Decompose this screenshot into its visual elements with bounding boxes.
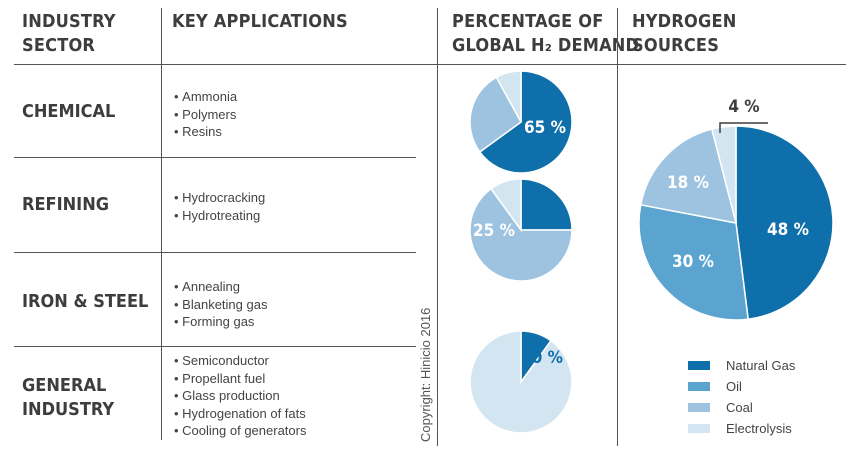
sector-general-industry: GENERAL INDUSTRY: [22, 374, 114, 422]
sources-label-oil: 30 %: [672, 252, 714, 272]
sources-label-natural-gas: 48 %: [767, 220, 809, 240]
sources-label-coal: 18 %: [667, 173, 709, 193]
header-key-applications-line1: KEY APPLICATIONS: [172, 11, 348, 32]
demand-slice-other-2-0: [469, 330, 573, 434]
header-global-demand: PERCENTAGE OF GLOBAL H₂ DEMAND: [452, 10, 639, 58]
row-divider-1: [14, 157, 416, 158]
list-item: Glass production: [174, 387, 306, 405]
header-global-demand-line1: PERCENTAGE OF: [452, 11, 604, 32]
list-item: Hydrogenation of fats: [174, 405, 306, 423]
list-item: Blanketing gas: [174, 296, 267, 314]
legend: Natural Gas Oil Coal Electrolysis: [688, 355, 795, 439]
demand-slice-refining: [520, 178, 573, 231]
legend-item-oil: Oil: [688, 376, 795, 397]
sector-iron-steel-label: IRON & STEEL: [22, 291, 149, 312]
demand-slice-other-1-0: [469, 187, 573, 282]
header-key-applications: KEY APPLICATIONS: [172, 10, 348, 34]
legend-swatch-coal: [688, 403, 710, 412]
sector-general-industry-line2: INDUSTRY: [22, 399, 115, 420]
list-item: Semiconductor: [174, 352, 306, 370]
legend-item-natural-gas: Natural Gas: [688, 355, 795, 376]
list-item: Annealing: [174, 278, 267, 296]
demand-slice-other-1-1: [489, 178, 522, 233]
list-item: Resins: [174, 123, 237, 141]
sources-slice-coal: [639, 128, 738, 224]
list-item: Forming gas: [174, 313, 267, 331]
sources-slice-natural-gas: [735, 125, 834, 321]
legend-label-oil: Oil: [726, 379, 742, 394]
column-divider-demand: [617, 8, 618, 446]
legend-label-natural-gas: Natural Gas: [726, 358, 796, 373]
legend-item-electrolysis: Electrolysis: [688, 418, 795, 439]
legend-swatch-natural-gas: [688, 361, 710, 370]
sector-general-industry-line1: GENERAL: [22, 375, 107, 396]
demand-slice-other-0-0: [469, 76, 522, 154]
demand-label-general-industry: 10 %: [521, 348, 563, 368]
column-divider-applications: [437, 8, 438, 446]
header-hydrogen-sources-line2: SOURCES: [632, 35, 720, 56]
applications-iron-steel: Annealing Blanketing gas Forming gas: [174, 278, 267, 331]
header-global-demand-line2: GLOBAL H₂ DEMAND: [452, 35, 640, 56]
sector-chemical-label: CHEMICAL: [22, 101, 116, 122]
list-item: Propellant fuel: [174, 370, 306, 388]
demand-slice-chemical: [478, 70, 573, 174]
legend-swatch-electrolysis: [688, 424, 710, 433]
legend-label-electrolysis: Electrolysis: [726, 421, 792, 436]
applications-general-industry: Semiconductor Propellant fuel Glass prod…: [174, 352, 306, 440]
list-item: Hydrocracking: [174, 189, 265, 207]
sources-slice-electrolysis: [710, 125, 737, 224]
list-item: Cooling of generators: [174, 422, 306, 440]
header-hydrogen-sources: HYDROGEN SOURCES: [632, 10, 736, 58]
applications-chemical: Ammonia Polymers Resins: [174, 88, 237, 141]
list-item: Polymers: [174, 106, 237, 124]
demand-label-chemical: 65 %: [524, 118, 566, 138]
header-industry-sector-line1: INDUSTRY: [22, 11, 116, 32]
row-divider-2: [14, 252, 416, 253]
legend-swatch-oil: [688, 382, 710, 391]
demand-label-refining: 25 %: [473, 221, 515, 241]
demand-slice-other-0-1: [495, 70, 522, 123]
sector-iron-steel: IRON & STEEL: [22, 290, 148, 314]
list-item: Ammonia: [174, 88, 237, 106]
header-industry-sector-line2: SECTOR: [22, 35, 96, 56]
legend-item-coal: Coal: [688, 397, 795, 418]
header-hydrogen-sources-line1: HYDROGEN: [632, 11, 737, 32]
sector-refining-label: REFINING: [22, 194, 110, 215]
row-divider-3: [14, 346, 416, 347]
column-divider-sector: [161, 8, 162, 440]
sources-slice-oil: [638, 203, 749, 321]
sector-chemical: CHEMICAL: [22, 100, 115, 124]
electrolysis-leader-line: [719, 122, 768, 133]
header-rule: [14, 64, 846, 65]
applications-refining: Hydrocracking Hydrotreating: [174, 189, 265, 224]
legend-label-coal: Coal: [726, 400, 753, 415]
sector-refining: REFINING: [22, 193, 109, 217]
list-item: Hydrotreating: [174, 207, 265, 225]
header-industry-sector: INDUSTRY SECTOR: [22, 10, 116, 58]
sources-label-electrolysis: 4 %: [728, 97, 759, 117]
